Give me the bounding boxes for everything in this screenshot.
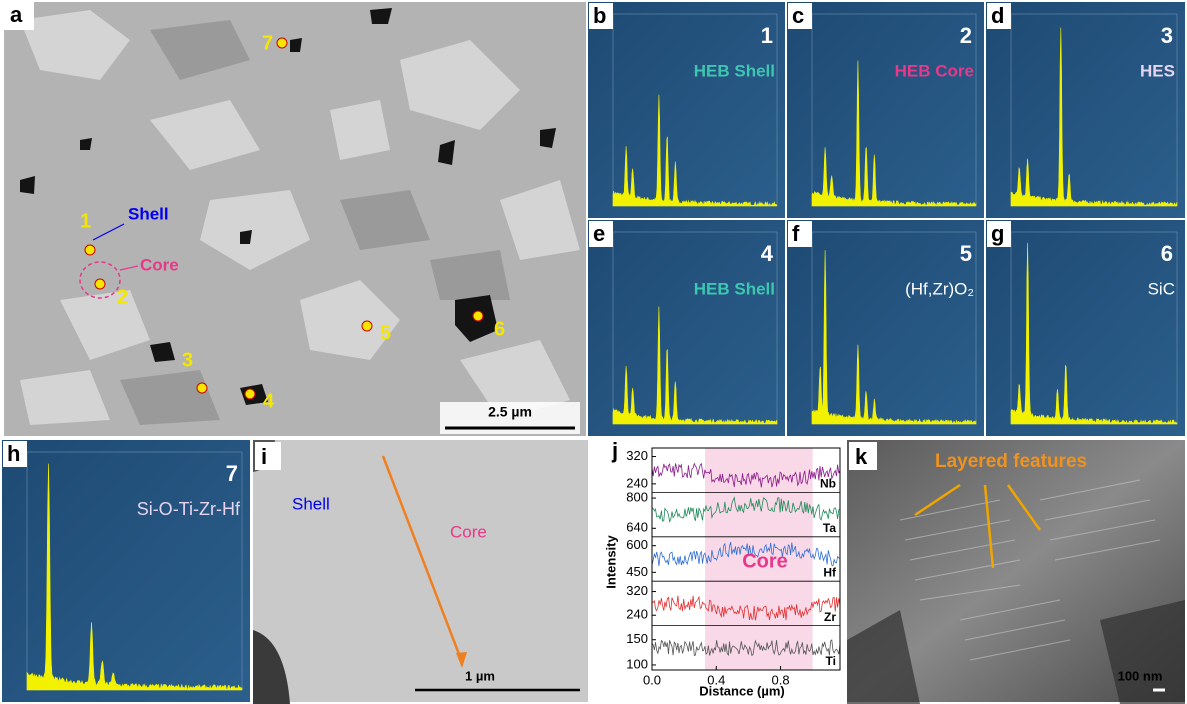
x-tick-label: 0.8 bbox=[772, 672, 790, 687]
point-label: 5 bbox=[380, 322, 391, 344]
scale-bar-label: 100 nm bbox=[1118, 668, 1163, 683]
figure: a 1 2 3 4 5 6 7 Shell Core 2.5 µm i Shel… bbox=[0, 0, 1187, 704]
phase-number: 4 bbox=[761, 241, 774, 266]
spectrum-panel: b 1 HEB Shell bbox=[588, 2, 785, 218]
core-label: Core bbox=[742, 550, 788, 572]
y-tick-label: 450 bbox=[626, 564, 648, 579]
point-label: 4 bbox=[263, 390, 275, 412]
panel-label: h bbox=[7, 441, 20, 466]
x-tick-label: 0.4 bbox=[707, 672, 725, 687]
y-tick-label: 100 bbox=[626, 656, 648, 671]
y-tick-label: 800 bbox=[626, 490, 648, 505]
phase-name: (Hf,Zr)O₂ bbox=[905, 279, 974, 298]
panel-bg bbox=[986, 220, 1185, 436]
point-label: 6 bbox=[494, 318, 505, 340]
panel-i: i Shell Core 1 µm bbox=[253, 440, 588, 704]
panel-label: g bbox=[991, 221, 1004, 246]
point-label: 2 bbox=[117, 286, 128, 308]
panel-bg bbox=[2, 440, 250, 702]
panel-label: e bbox=[593, 221, 605, 246]
panel-label: a bbox=[10, 2, 23, 27]
phase-name: SiC bbox=[1148, 279, 1175, 298]
element-label: Ta bbox=[823, 521, 836, 535]
spectrum-panel: h 7 Si-O-Ti-Zr-Hf bbox=[2, 440, 250, 702]
scale-bar-label: 2.5 µm bbox=[488, 404, 532, 420]
scale-bar-label: 1 µm bbox=[465, 668, 495, 683]
panel-bg bbox=[787, 220, 984, 436]
element-label: Nb bbox=[820, 477, 836, 491]
phase-name: HES bbox=[1140, 61, 1175, 80]
panel-label: k bbox=[855, 444, 868, 469]
y-tick-label: 240 bbox=[626, 607, 648, 622]
y-tick-label: 320 bbox=[626, 448, 648, 463]
element-label: Hf bbox=[823, 565, 837, 579]
point-label: 7 bbox=[262, 32, 273, 54]
point-label: 3 bbox=[182, 349, 193, 371]
panel-label: d bbox=[991, 3, 1004, 28]
core-label: Core bbox=[140, 255, 179, 274]
phase-name: HEB Shell bbox=[694, 61, 775, 80]
y-tick-label: 150 bbox=[626, 631, 648, 646]
y-axis-label: Intensity bbox=[603, 535, 618, 589]
spectrum-panel: d 3 HES bbox=[986, 2, 1185, 218]
spectrum-panel: g 6 SiC bbox=[986, 220, 1185, 436]
spectrum-panel: f 5 (Hf,Zr)O₂ bbox=[787, 220, 984, 436]
panel-j: j Intensity Distance (µm) 240320Nb640800… bbox=[603, 438, 840, 699]
point-label: 1 bbox=[80, 210, 91, 232]
panel-a: a 1 2 3 4 5 6 7 Shell Core 2.5 µm bbox=[4, 2, 586, 436]
panel-label: b bbox=[593, 3, 606, 28]
panel-bg bbox=[588, 220, 785, 436]
panel-label: i bbox=[261, 444, 267, 469]
phase-name: HEB Shell bbox=[694, 279, 775, 298]
spectrum-panel: e 4 HEB Shell bbox=[588, 220, 785, 436]
spectrum-panel: c 2 HEB Core bbox=[787, 2, 984, 218]
phase-number: 2 bbox=[960, 23, 972, 48]
panel-label: j bbox=[611, 438, 618, 463]
phase-number: 3 bbox=[1161, 23, 1173, 48]
panel-label: f bbox=[792, 221, 800, 246]
phase-name: Si-O-Ti-Zr-Hf bbox=[137, 499, 241, 519]
panel-label: c bbox=[792, 3, 804, 28]
phase-number: 7 bbox=[226, 461, 238, 486]
shell-label: Shell bbox=[128, 204, 169, 223]
phase-name: HEB Core bbox=[895, 61, 974, 80]
phase-number: 1 bbox=[761, 23, 773, 48]
element-label: Zr bbox=[824, 610, 836, 624]
panel-bg bbox=[986, 2, 1185, 218]
y-tick-label: 320 bbox=[626, 583, 648, 598]
phase-number: 6 bbox=[1161, 241, 1173, 266]
core-label: Core bbox=[450, 522, 487, 541]
y-tick-label: 600 bbox=[626, 537, 648, 552]
element-label: Ti bbox=[826, 654, 836, 668]
x-tick-label: 0.0 bbox=[643, 672, 661, 687]
panel-k: k Layered features 100 nm bbox=[847, 440, 1185, 704]
shell-label: Shell bbox=[292, 494, 330, 513]
panel-bg bbox=[787, 2, 984, 218]
y-tick-label: 640 bbox=[626, 520, 648, 535]
y-tick-label: 240 bbox=[626, 475, 648, 490]
panel-bg bbox=[588, 2, 785, 218]
phase-number: 5 bbox=[960, 241, 972, 266]
annotation: Layered features bbox=[935, 451, 1087, 472]
